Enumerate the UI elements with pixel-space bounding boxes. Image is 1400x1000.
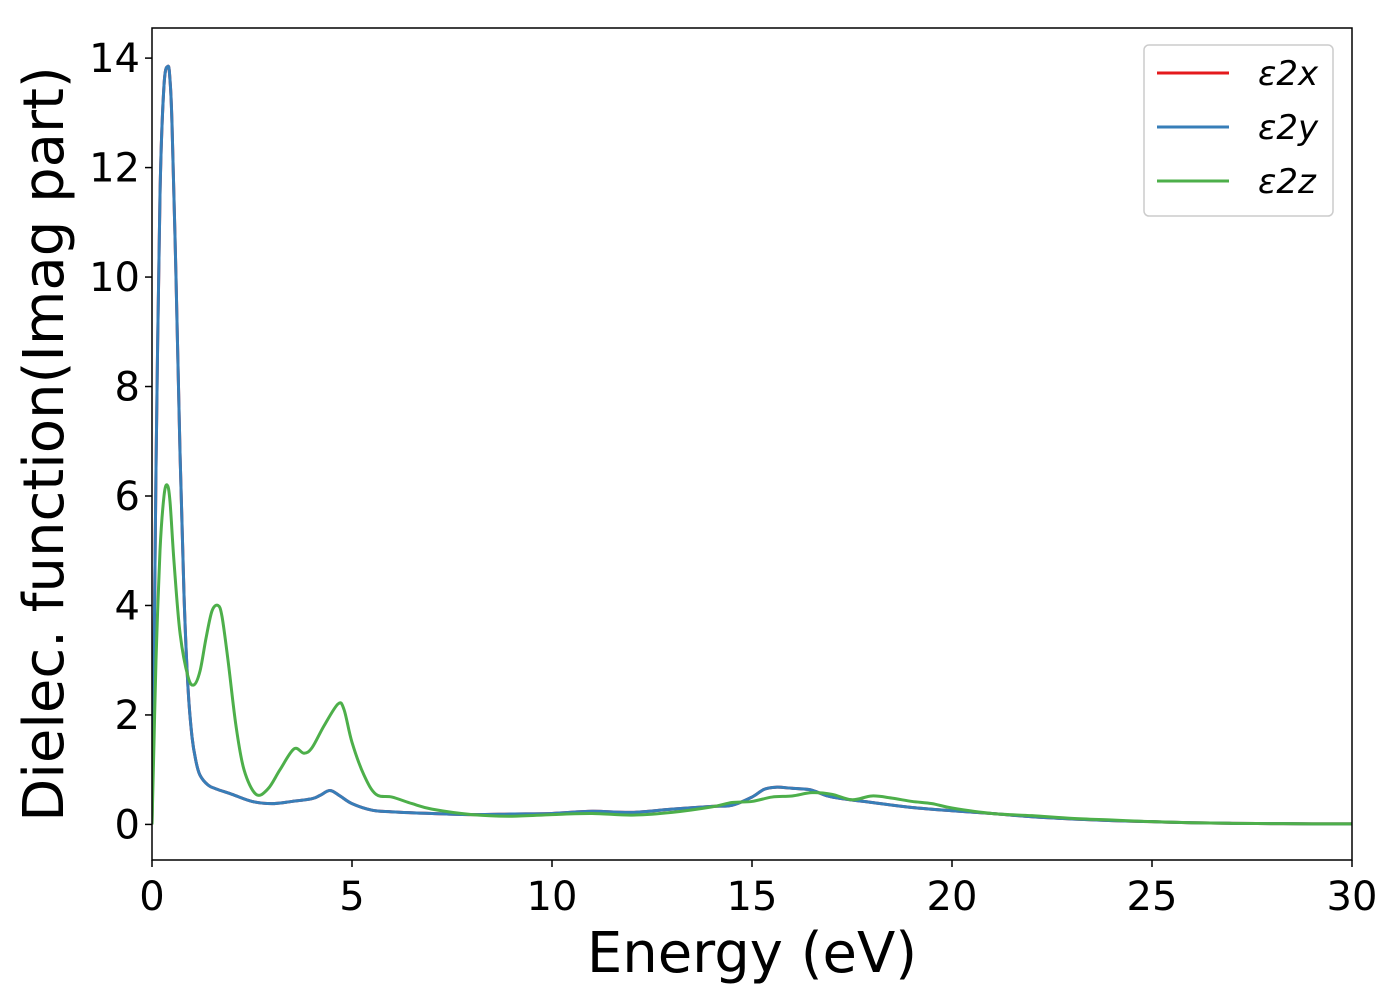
y-tick-label-5: 10 [89,255,140,301]
y-tick-label-0: 0 [115,802,140,848]
x-tick-label-4: 20 [927,874,978,920]
y-tick-label-6: 12 [89,146,140,192]
legend-label-0: ε2x [1258,54,1319,94]
y-axis: 0 2 4 6 8 10 12 14 [89,36,152,848]
x-tick-label-2: 10 [527,874,578,920]
x-tick-label-6: 30 [1327,874,1378,920]
x-axis: 0 5 10 15 20 25 30 [139,860,1377,920]
x-tick-label-1: 5 [339,874,364,920]
series-layer [152,64,1352,826]
x-tick-label-3: 15 [727,874,778,920]
legend-label-2: ε2z [1258,162,1317,202]
x-axis-label: Energy (eV) [587,921,917,986]
series-line-1 [152,64,1352,826]
y-tick-label-7: 14 [89,36,140,82]
x-tick-label-5: 25 [1127,874,1178,920]
legend: ε2x ε2y ε2z [1143,44,1334,217]
series-line-2 [152,483,1352,826]
y-tick-label-2: 4 [115,583,140,629]
y-axis-label: Dielec. function(Imag part) [12,66,77,822]
legend-label-1: ε2y [1258,108,1319,148]
y-tick-label-1: 2 [115,693,140,739]
y-tick-label-3: 6 [115,474,140,520]
legend-box [1143,44,1334,217]
x-tick-label-0: 0 [139,874,164,920]
y-tick-label-4: 8 [115,365,140,411]
